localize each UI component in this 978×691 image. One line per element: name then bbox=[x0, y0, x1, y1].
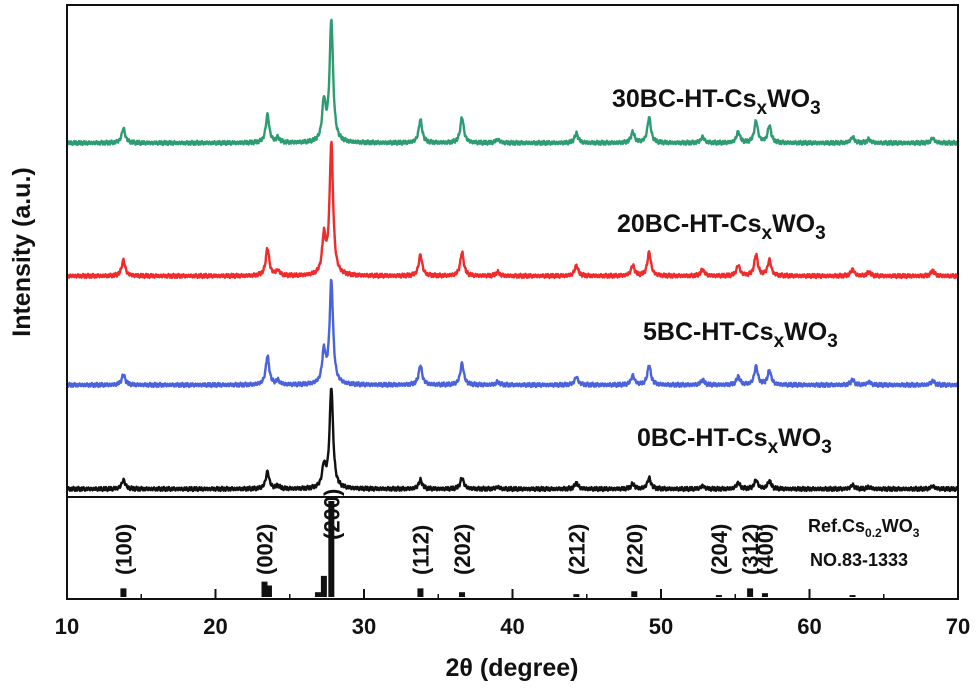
reference-stick bbox=[320, 575, 327, 597]
series-line bbox=[65, 140, 960, 280]
reference-stick bbox=[120, 588, 127, 597]
series-line bbox=[65, 18, 960, 147]
hkl-label: (400) bbox=[753, 524, 778, 575]
x-axis-title: 2θ (degree) bbox=[446, 654, 579, 682]
reference-label: Ref.Cs0.2WO3 bbox=[808, 516, 920, 540]
hkl-label: (002) bbox=[253, 524, 278, 575]
reference-stick bbox=[314, 592, 321, 597]
x-axis-ticks: 10 20 30 40 50 60 70 bbox=[55, 589, 970, 639]
series-line bbox=[66, 278, 960, 389]
reference-stick bbox=[417, 588, 424, 597]
hkl-label: (312) bbox=[738, 524, 763, 575]
hkl-label: (112) bbox=[408, 525, 433, 575]
reference-stick bbox=[849, 595, 856, 597]
series-line bbox=[65, 387, 959, 493]
hkl-label: (202) bbox=[450, 524, 475, 575]
reference-sticks bbox=[120, 501, 856, 597]
reference-stick bbox=[265, 585, 272, 597]
reference-card-number: NO.83-1333 bbox=[810, 550, 908, 570]
reference-stick bbox=[573, 594, 580, 597]
series-label-0bc: 0BC-HT-CsxWO3 bbox=[637, 424, 832, 458]
x-tick-label: 50 bbox=[649, 614, 673, 639]
x-tick-label: 30 bbox=[352, 614, 376, 639]
reference-stick bbox=[747, 588, 754, 597]
reference-stick bbox=[761, 593, 768, 597]
reference-stick bbox=[715, 595, 722, 597]
series-label-20bc: 20BC-HT-CsxWO3 bbox=[617, 210, 826, 244]
xrd-patterns bbox=[65, 18, 960, 493]
hkl-label: (212) bbox=[564, 524, 589, 575]
plot-frame bbox=[66, 4, 959, 600]
reference-stick bbox=[459, 592, 466, 597]
hkl-label: (220) bbox=[622, 524, 647, 575]
series-label-5bc: 5BC-HT-CsxWO3 bbox=[643, 318, 838, 352]
x-tick-label: 20 bbox=[203, 614, 227, 639]
hkl-label: (100) bbox=[111, 524, 136, 575]
reference-stick bbox=[328, 501, 335, 597]
x-tick-label: 40 bbox=[500, 614, 524, 639]
x-tick-label: 60 bbox=[797, 614, 821, 639]
x-tick-label: 10 bbox=[55, 614, 79, 639]
series-label-30bc: 30BC-HT-CsxWO3 bbox=[612, 85, 821, 119]
hkl-label: (204) bbox=[707, 524, 732, 575]
y-axis-title: Intensity (a.u.) bbox=[8, 167, 36, 336]
hkl-labels: (100) (002)(200)(112) (202) (212) (220) (204)… bbox=[111, 489, 778, 575]
reference-stick bbox=[261, 581, 268, 597]
reference-stick bbox=[631, 591, 638, 597]
x-tick-label: 70 bbox=[946, 614, 970, 639]
